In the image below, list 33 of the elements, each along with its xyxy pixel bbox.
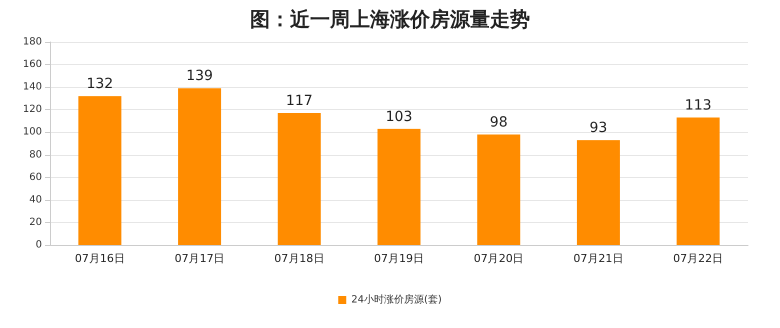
chart-title: 图：近一周上海涨价房源量走势: [250, 7, 530, 31]
data-label: 132: [86, 76, 114, 92]
x-tick-label: 07月20日: [474, 252, 524, 265]
bar: [78, 96, 122, 245]
x-tick-label: 07月19日: [374, 252, 424, 265]
data-label: 117: [286, 93, 313, 110]
x-tick-label: 07月22日: [673, 252, 724, 265]
bar: [576, 140, 620, 245]
data-label: 113: [684, 98, 712, 114]
y-tick-label: 120: [22, 104, 42, 116]
y-tick-label: 180: [22, 36, 42, 48]
x-tick-label: 07月18日: [274, 252, 324, 265]
bar: [178, 88, 222, 245]
y-tick-label: 60: [29, 172, 42, 183]
y-tick-label: 80: [29, 149, 42, 160]
y-tick-label: 20: [29, 216, 42, 228]
bar: [278, 113, 321, 245]
y-tick-label: 40: [29, 194, 42, 206]
x-tick-label: 07月17日: [174, 252, 225, 265]
x-tick-label: 07月21日: [573, 252, 624, 265]
x-tick-label: 07月16日: [74, 252, 125, 265]
legend-label: 24小时涨价房源(套): [351, 294, 442, 306]
bar: [477, 134, 520, 245]
y-tick-label: 0: [36, 240, 42, 250]
data-label: 98: [490, 114, 508, 130]
bar: [378, 128, 420, 245]
data-label: 139: [186, 68, 213, 84]
bar: [676, 118, 720, 245]
data-label: 103: [386, 108, 412, 125]
y-tick-label: 100: [22, 126, 42, 138]
y-tick-label: 160: [22, 59, 42, 70]
data-label: 93: [590, 120, 608, 136]
y-tick-label: 140: [22, 82, 42, 93]
